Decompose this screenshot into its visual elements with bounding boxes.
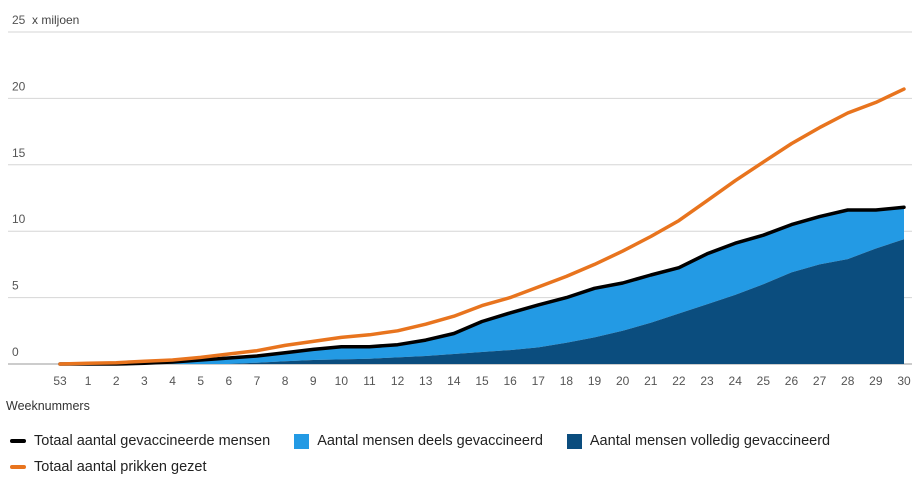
- legend: Totaal aantal gevaccineerde mensen Aanta…: [10, 430, 910, 482]
- x-tick-label: 13: [419, 374, 433, 388]
- legend-line-swatch: [10, 439, 26, 443]
- x-tick-label: 4: [169, 374, 176, 388]
- x-tick-label: 22: [672, 374, 686, 388]
- y-tick-label: 10: [12, 212, 26, 226]
- legend-item-volledig-gevaccineerd: Aantal mensen volledig gevaccineerd: [566, 433, 831, 449]
- legend-label: Aantal mensen deels gevaccineerd: [317, 433, 543, 449]
- y-axis-title: x miljoen: [32, 13, 79, 27]
- x-tick-label: 1: [85, 374, 92, 388]
- x-tick-label: 27: [813, 374, 827, 388]
- x-tick-label: 20: [616, 374, 630, 388]
- x-tick-label: 19: [588, 374, 602, 388]
- y-tick-label: 20: [12, 79, 26, 93]
- legend-box-swatch: [566, 433, 582, 449]
- area-series: [60, 207, 904, 364]
- legend-item-prikken-gezet: Totaal aantal prikken gezet: [10, 459, 207, 475]
- x-tick-label: 11: [363, 374, 376, 388]
- x-tick-label: 5: [197, 374, 204, 388]
- x-tick-label: 3: [141, 374, 148, 388]
- x-tick-label: 25: [757, 374, 771, 388]
- x-tick-label: 2: [113, 374, 120, 388]
- x-tick-label: 18: [560, 374, 574, 388]
- legend-item-deels-gevaccineerd: Aantal mensen deels gevaccineerd: [294, 433, 543, 449]
- x-tick-label: 9: [310, 374, 317, 388]
- x-tick-label: 16: [503, 374, 517, 388]
- x-tick-label: 12: [391, 374, 405, 388]
- line-totaal-aantal-prikken-gezet: [58, 87, 906, 366]
- area-aantal-mensen-volledig-gevaccineerd: [60, 239, 904, 364]
- y-tick-label: 15: [12, 146, 26, 160]
- x-tick-label: 14: [447, 374, 461, 388]
- x-axis-title: Weeknummers: [6, 399, 90, 413]
- legend-line-swatch: [10, 465, 26, 469]
- line-totaal-aantal-gevaccineerde-mensen: [58, 205, 906, 366]
- x-tick-label: 29: [869, 374, 883, 388]
- x-tick-label: 17: [532, 374, 546, 388]
- legend-label: Totaal aantal prikken gezet: [34, 459, 207, 475]
- x-tick-label: 53: [53, 374, 67, 388]
- x-tick-label: 26: [785, 374, 799, 388]
- legend-row: Totaal aantal gevaccineerde mensen Aanta…: [10, 430, 910, 452]
- y-tick-label: 0: [12, 345, 19, 359]
- x-tick-label: 8: [282, 374, 289, 388]
- line-series: [58, 87, 906, 366]
- x-tick-label: 21: [644, 374, 658, 388]
- y-tick-labels: 0 5 10 15 20 25 x miljoen: [12, 13, 79, 359]
- x-tick-labels: 53 1 2 3 4 5 6 7 8 9 10 11 12 13 14 15 16 17 18 19 20 21 22 23 2…: [53, 374, 911, 388]
- x-tick-label: 7: [254, 374, 261, 388]
- x-tick-label: 10: [335, 374, 349, 388]
- legend-label: Totaal aantal gevaccineerde mensen: [34, 433, 271, 449]
- x-tick-label: 6: [225, 374, 232, 388]
- legend-item-totaal-gevaccineerd: Totaal aantal gevaccineerde mensen: [10, 433, 270, 449]
- x-tick-label: 24: [729, 374, 743, 388]
- legend-row: Totaal aantal prikken gezet: [10, 456, 910, 478]
- y-tick-label: 25: [12, 13, 26, 27]
- x-tick-label: 23: [700, 374, 714, 388]
- legend-label: Aantal mensen volledig gevaccineerd: [589, 433, 831, 449]
- legend-box-swatch: [294, 433, 310, 449]
- y-tick-label: 5: [12, 279, 19, 293]
- x-tick-label: 15: [475, 374, 489, 388]
- x-tick-label: 30: [897, 374, 911, 388]
- area-aantal-mensen-deels-gevaccineerd: [60, 207, 904, 364]
- x-tick-label: 28: [841, 374, 855, 388]
